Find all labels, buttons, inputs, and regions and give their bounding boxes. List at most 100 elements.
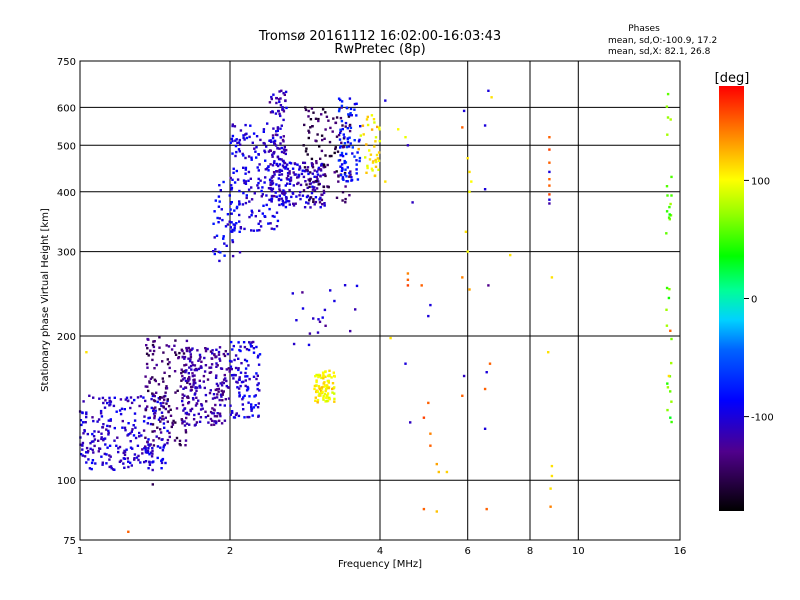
data-point [226,352,230,356]
data-point [181,356,184,359]
data-point [229,208,232,211]
data-point [241,403,244,406]
data-point [669,214,673,217]
data-point [222,390,225,393]
data-point [123,426,127,429]
data-point [231,240,235,244]
data-point [195,389,198,392]
data-point [130,401,134,405]
data-point [161,396,164,399]
data-point [297,174,301,177]
data-point [220,395,223,398]
data-point [230,201,233,204]
data-point [365,143,368,146]
data-point [278,173,281,176]
data-point [107,433,110,436]
data-point [188,382,192,386]
data-point [316,178,319,181]
data-point [257,186,260,190]
data-point [312,317,315,320]
data-point [101,396,105,400]
data-point [255,156,258,159]
data-point [308,199,311,202]
data-point [162,418,165,421]
data-point [210,419,214,422]
data-point [181,399,184,403]
data-point [113,426,116,430]
data-point [303,161,307,165]
data-point [233,358,236,362]
data-point [219,189,222,192]
data-point [108,404,111,407]
data-point [94,462,97,465]
data-point [187,413,191,416]
data-point [158,416,162,420]
data-point [259,179,262,182]
data-point [162,446,165,449]
data-point [162,351,165,354]
data-point [279,168,282,172]
data-point [198,384,201,388]
colorbar-label: [deg] [715,71,750,86]
data-point [259,138,262,142]
data-point [234,413,238,416]
data-point [445,470,449,474]
data-point [238,150,241,153]
data-point [197,359,200,362]
data-point [298,168,301,171]
data-point [194,386,197,390]
data-point [339,154,342,157]
data-point [230,188,233,191]
data-point [276,170,279,173]
data-point [313,384,317,388]
data-point [188,423,191,426]
data-point [82,400,85,403]
data-point [289,176,293,179]
data-point [322,373,325,376]
data-point [151,430,154,433]
data-point [257,402,260,405]
data-point [283,161,287,165]
data-point [326,379,329,383]
data-point [272,140,275,143]
data-point [307,109,310,113]
data-point [229,176,232,180]
stats-o-mode: mean, sd,O:-100.9, 17.2 [608,36,717,46]
data-point [161,418,164,421]
data-point [210,357,214,360]
data-point [257,169,260,172]
data-point [150,455,154,458]
data-point [487,284,490,287]
data-point [340,154,344,157]
data-point [297,175,300,179]
grid [80,61,680,540]
data-point [269,222,272,225]
data-point [236,386,239,389]
data-point [278,147,281,150]
data-point [313,175,316,178]
data-point [166,358,169,361]
data-point [277,177,280,180]
data-point [257,222,260,225]
data-point [247,401,250,404]
data-point [88,467,92,470]
data-point [97,450,100,453]
data-point [145,352,149,355]
data-point [384,180,387,183]
data-point [216,364,219,367]
data-point [100,415,104,418]
data-point [269,163,272,166]
data-point [229,202,232,205]
data-point [669,202,672,206]
data-point [87,458,90,461]
data-point [229,141,232,144]
data-point [188,366,191,369]
data-point [133,398,136,402]
data-point [263,215,266,218]
data-point [101,461,104,464]
data-point [256,184,259,187]
data-point [461,394,464,397]
data-point [275,101,278,105]
data-point [223,354,227,358]
